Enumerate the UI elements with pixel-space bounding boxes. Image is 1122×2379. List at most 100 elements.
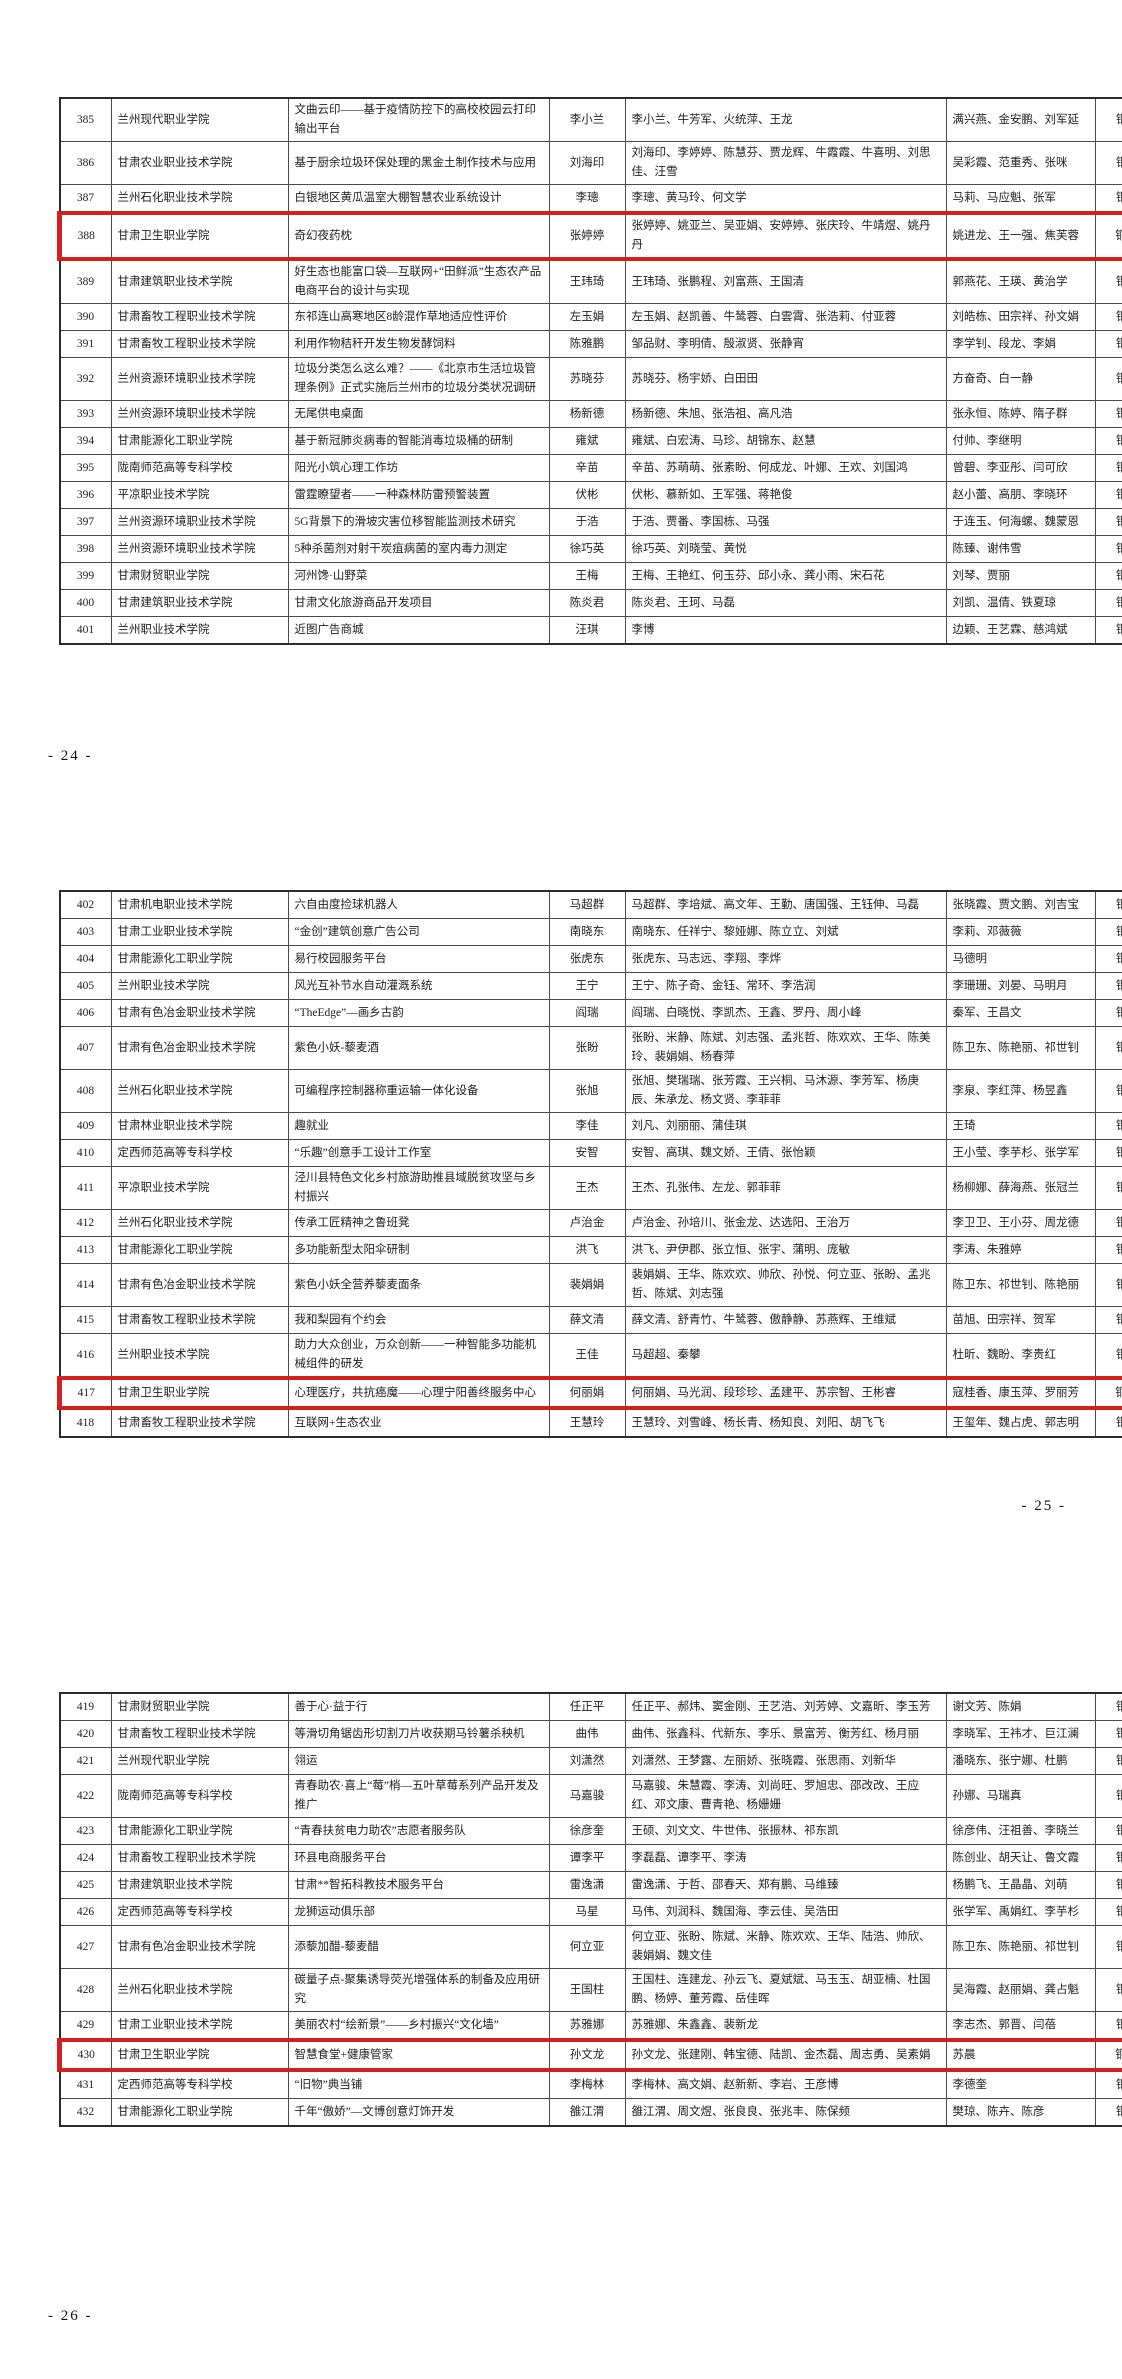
cell-leader: 王玮琦 xyxy=(548,258,626,304)
cell-leader: 谭李平 xyxy=(548,1844,626,1872)
cell-leader: 李小兰 xyxy=(548,97,626,142)
cell-members: 马超群、李培斌、高文年、王勤、唐国强、王钰伸、马磊 xyxy=(624,890,947,919)
table-row: 404 甘肃能源化工职业学院 易行校园服务平台 张虎东 张虎东、马志远、李翔、李烨 马德明… xyxy=(59,945,1122,973)
cell-members: 雒江渭、周文煜、张良良、张兆丰、陈保频 xyxy=(624,2098,947,2127)
cell-members: 王宁、陈子奇、金钰、常环、李浩润 xyxy=(624,972,947,1000)
cell-project: 甘肃文化旅游商品开发项目 xyxy=(287,589,550,617)
cell-award: 铜奖 xyxy=(1094,141,1122,185)
cell-award: 铜奖 xyxy=(1094,999,1122,1027)
cell-no: 431 xyxy=(59,2069,112,2099)
table-row: 413 甘肃能源化工职业学院 多功能新型太阳伞研制 洪飞 洪飞、尹伊郡、张立恒、张宇、蒲… xyxy=(59,1236,1122,1264)
cell-no: 415 xyxy=(59,1306,112,1334)
cell-project: “旧物”典当铺 xyxy=(287,2069,550,2099)
cell-no: 390 xyxy=(59,303,112,331)
cell-award: 铜奖 xyxy=(1094,890,1122,919)
cell-award: 铜奖 xyxy=(1094,1407,1122,1438)
cell-members: 马超超、秦攀 xyxy=(624,1333,947,1379)
cell-project: 多功能新型太阳伞研制 xyxy=(287,1236,550,1264)
cell-no: 398 xyxy=(59,535,112,563)
cell-project: 雷霆瞭望者——一种森林防雷预警装置 xyxy=(287,481,550,509)
cell-school: 平凉职业技术学院 xyxy=(110,481,289,509)
cell-advisors: 马莉、马应魁、张军 xyxy=(945,184,1096,214)
cell-award: 铜奖 xyxy=(1094,303,1122,331)
cell-project: 易行校园服务平台 xyxy=(287,945,550,973)
cell-no: 410 xyxy=(59,1139,112,1167)
cell-members: 孙文龙、张建刚、韩宝德、陆凯、金杰磊、周志勇、吴素娟 xyxy=(624,2038,947,2072)
cell-leader: 李璁 xyxy=(548,184,626,214)
cell-advisors: 方奋奇、白一静 xyxy=(945,357,1096,401)
cell-advisors: 刘皓栋、田宗祥、孙文娟 xyxy=(945,303,1096,331)
table-row-highlighted: 417 甘肃卫生职业学院 心理医疗，共抗癌魔——心理宁阳善终服务中心 何丽娟 何丽娟、马… xyxy=(57,1376,1122,1410)
cell-school: 甘肃畜牧工程职业技术学院 xyxy=(110,1306,289,1334)
cell-no: 404 xyxy=(59,945,112,973)
award-table-page-24: 385 兰州现代职业学院 文曲云印——基于疫情防控下的高校校园云打印输出平台 李小兰李… xyxy=(57,97,1122,645)
cell-award: 铜奖 xyxy=(1094,1720,1122,1748)
table-row: 429 甘肃工业职业技术学院 美丽农村“绘新景”——乡村振兴“文化墙” 苏雅娜 苏雅娜、… xyxy=(59,2011,1122,2041)
cell-no: 406 xyxy=(59,999,112,1027)
cell-no: 396 xyxy=(59,481,112,509)
cell-leader: 张虎东 xyxy=(548,945,626,973)
cell-school: 陇南师范高等专科学校 xyxy=(110,454,289,482)
cell-award: 铜奖 xyxy=(1094,1139,1122,1167)
cell-award: 铜奖 xyxy=(1094,1209,1122,1237)
table-row: 389 甘肃建筑职业技术学院 好生态也能富口袋—互联网+“田鲜派”生态农产品电商平台… xyxy=(59,258,1122,304)
cell-members: 王杰、孔张伟、左龙、郭菲菲 xyxy=(624,1166,947,1210)
cell-advisors: 樊琼、陈卉、陈彦 xyxy=(945,2098,1096,2127)
cell-project: 我和梨园有个约会 xyxy=(287,1306,550,1334)
cell-school: 甘肃财贸职业学院 xyxy=(110,562,289,590)
cell-project: 紫色小妖全营养藜麦面条 xyxy=(287,1263,550,1307)
cell-leader: 薛文清 xyxy=(548,1306,626,1334)
cell-project: 智慧食堂+健康管家 xyxy=(287,2038,550,2072)
cell-school: 定西师范高等专科学校 xyxy=(110,1898,289,1926)
page-number-24: - 24 - xyxy=(48,748,93,764)
cell-members: 洪飞、尹伊郡、张立恒、张宇、蒲明、庞敏 xyxy=(624,1236,947,1264)
cell-award: 铜奖 xyxy=(1094,454,1122,482)
cell-no: 409 xyxy=(59,1112,112,1140)
cell-advisors: 吴彩霞、范重秀、张咪 xyxy=(945,141,1096,185)
cell-school: 兰州资源环境职业技术学院 xyxy=(110,357,289,401)
cell-no: 429 xyxy=(59,2011,112,2041)
cell-award: 铜奖 xyxy=(1094,1692,1122,1721)
cell-school: 兰州石化职业技术学院 xyxy=(110,184,289,214)
cell-school: 甘肃林业职业技术学院 xyxy=(110,1112,289,1140)
cell-members: 辛苗、苏萌萌、张素盼、何成龙、叶娜、王欢、刘国鸿 xyxy=(624,454,947,482)
table-row: 416 兰州职业技术学院 助力大众创业，万众创新——一种智能多功能机械组件的研发 王佳… xyxy=(59,1333,1122,1379)
cell-school: 甘肃畜牧工程职业技术学院 xyxy=(110,303,289,331)
cell-leader: 任正平 xyxy=(548,1692,626,1721)
cell-advisors: 苗旭、田宗祥、贺军 xyxy=(945,1306,1096,1334)
cell-project: 紫色小妖-藜麦酒 xyxy=(287,1026,550,1070)
cell-no: 420 xyxy=(59,1720,112,1748)
cell-project: 好生态也能富口袋—互联网+“田鲜派”生态农产品电商平台的设计与实现 xyxy=(287,258,550,304)
cell-members: 李梅林、高文娟、赵新新、李岩、王彦博 xyxy=(624,2069,947,2099)
cell-school: 兰州现代职业学院 xyxy=(110,1747,289,1775)
cell-members: 杨新德、朱旭、张浩祖、高凡浩 xyxy=(624,400,947,428)
cell-no: 428 xyxy=(59,1968,112,2012)
cell-advisors: 李晓军、王祎才、巨江澜 xyxy=(945,1720,1096,1748)
cell-advisors: 李珊珊、刘晏、马明月 xyxy=(945,972,1096,1000)
cell-leader: 雍斌 xyxy=(548,427,626,455)
cell-leader: 王梅 xyxy=(548,562,626,590)
cell-school: 甘肃卫生职业学院 xyxy=(110,211,289,261)
cell-no: 419 xyxy=(59,1692,112,1721)
cell-project: 东祁连山高寒地区8龄混作草地适应性评价 xyxy=(287,303,550,331)
cell-members: 曲伟、张鑫科、代新东、李乐、景富芳、衡芳红、杨月丽 xyxy=(624,1720,947,1748)
cell-no: 417 xyxy=(57,1376,112,1410)
table-row: 425 甘肃建筑职业技术学院 甘肃**智拓科教技术服务平台 雷逸潇 雷逸潇、于哲、邵春天… xyxy=(59,1871,1122,1899)
table-row: 431 定西师范高等专科学校 “旧物”典当铺 李梅林 李梅林、高文娟、赵新新、李岩、王彦… xyxy=(59,2069,1122,2099)
cell-no: 424 xyxy=(59,1844,112,1872)
cell-award: 铜奖 xyxy=(1094,1263,1122,1307)
cell-leader: 陈炎君 xyxy=(548,589,626,617)
cell-leader: 陈雅鹏 xyxy=(548,330,626,358)
cell-project: 心理医疗，共抗癌魔——心理宁阳善终服务中心 xyxy=(287,1376,550,1410)
table-row: 432 甘肃能源化工职业学院 千年“傲娇”—文博创意灯饰开发 雒江渭 雒江渭、周文煜、张… xyxy=(59,2098,1122,2127)
cell-no: 405 xyxy=(59,972,112,1000)
cell-advisors: 陈卫东、陈艳丽、祁世钊 xyxy=(945,1026,1096,1070)
award-table-page-25: 402 甘肃机电职业技术学院 六自由度捡球机器人 马超群 马超群、李培斌、高文年、王勤、… xyxy=(57,890,1122,1438)
cell-school: 甘肃有色冶金职业技术学院 xyxy=(110,1925,289,1969)
cell-school: 兰州资源环境职业技术学院 xyxy=(110,508,289,536)
cell-award: 铜奖 xyxy=(1094,1112,1122,1140)
table-row: 391 甘肃畜牧工程职业技术学院 利用作物秸秆开发生物发酵饲料 陈雅鹏 邹品财、李明倩、… xyxy=(59,330,1122,358)
page-number-25: - 25 - xyxy=(1021,1498,1066,1514)
cell-leader: 刘海印 xyxy=(548,141,626,185)
